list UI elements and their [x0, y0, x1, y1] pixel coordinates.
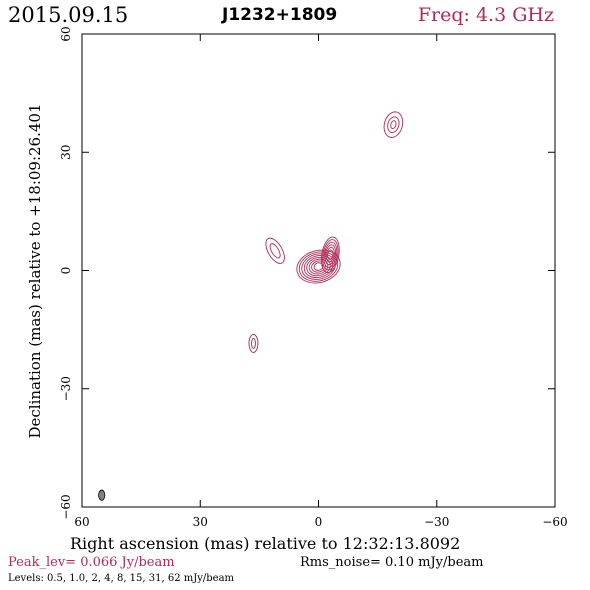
x-tick-label: 30: [193, 515, 208, 529]
component-w-contours: [265, 237, 285, 264]
core-contours: [296, 249, 341, 284]
contour-layer: [248, 111, 404, 353]
y-tick-label: 60: [59, 26, 73, 41]
beam-ellipse: [98, 489, 106, 501]
contour-line: [383, 111, 404, 138]
observation-date: 2015.09.15: [8, 3, 129, 27]
contour-line: [320, 236, 340, 273]
contour-levels: Levels: 0.5, 1.0, 2, 4, 8, 15, 31, 62 mJ…: [8, 573, 235, 584]
y-tick-label: −60: [59, 494, 73, 519]
x-tick-label: 60: [74, 515, 89, 529]
axis-ticks: [81, 33, 556, 508]
x-tick-label: −60: [542, 515, 567, 529]
contour-line: [322, 239, 339, 271]
x-tick-label: 0: [315, 515, 323, 529]
contour-line: [324, 244, 336, 266]
y-tick-label: 30: [59, 145, 73, 160]
contour-line: [390, 120, 397, 130]
y-tick-label: −30: [59, 376, 73, 401]
x-axis-label: Right ascension (mas) relative to 12:32:…: [70, 534, 461, 553]
contour-line: [387, 116, 400, 133]
y-tick-label: 0: [59, 267, 73, 275]
contour-line: [327, 249, 334, 260]
contour-line: [301, 253, 336, 280]
contour-line: [251, 337, 256, 349]
component-sw-contours: [248, 333, 259, 353]
contour-line: [325, 247, 335, 263]
contour-line: [313, 262, 324, 271]
core-knot-contours: [320, 236, 340, 273]
x-tick-label: −30: [424, 515, 449, 529]
source-name: J1232+1809: [222, 5, 338, 25]
contour-line: [306, 256, 331, 277]
frequency-label: Freq: 4.3 GHz: [417, 4, 554, 26]
contour-line: [265, 237, 285, 264]
component-ne-contours: [383, 111, 404, 138]
contour-line: [323, 241, 338, 268]
y-axis-label: Declination (mas) relative to +18:09:26.…: [26, 103, 44, 438]
peak-level: Peak_lev= 0.066 Jy/beam: [8, 555, 175, 570]
beam-layer: [98, 489, 106, 501]
contour-line: [296, 249, 341, 284]
contour-line: [269, 243, 281, 259]
y-tick-labels: −60 −30 0 30 60: [59, 26, 73, 519]
x-tick-labels: 60 30 0 −30 −60: [74, 515, 567, 529]
contour-line: [248, 333, 259, 353]
rms-noise: Rms_noise= 0.10 mJy/beam: [300, 555, 484, 570]
